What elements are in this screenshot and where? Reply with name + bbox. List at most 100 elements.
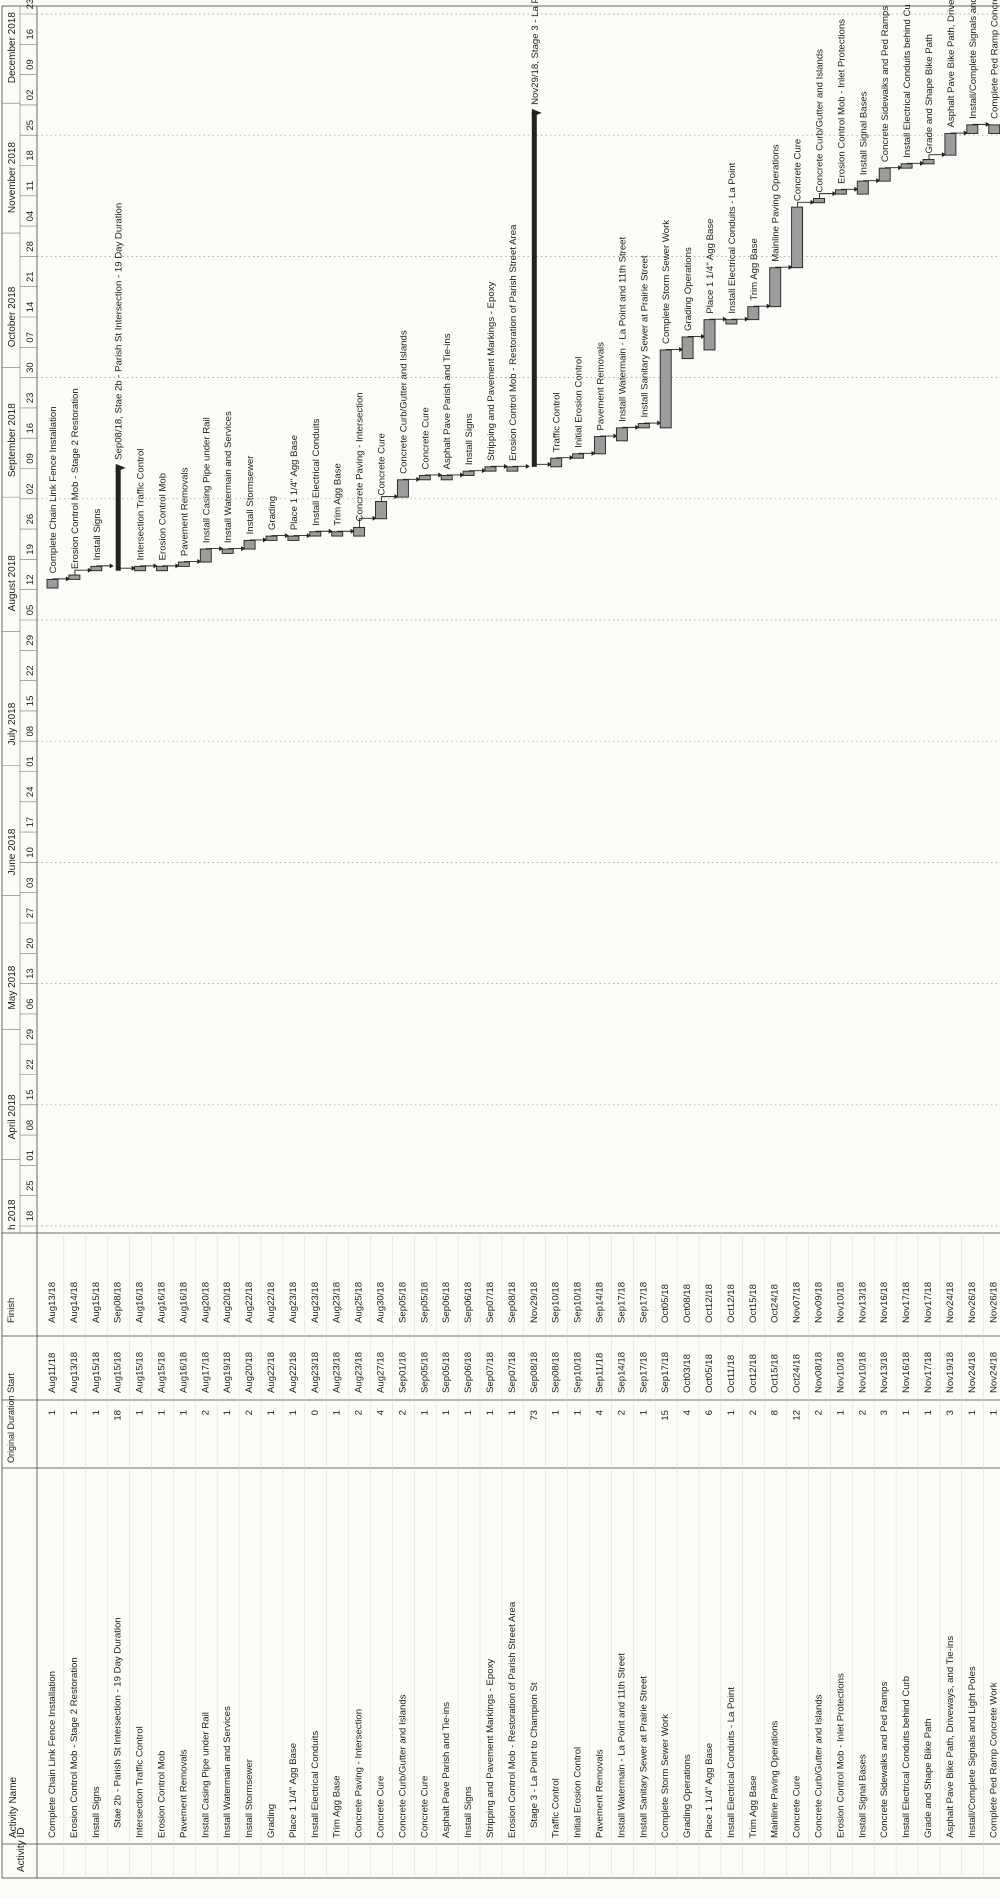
activity-start: Oct24/18 [792, 1354, 803, 1393]
activity-bar [747, 306, 760, 321]
bar-label: Traffic Control [552, 392, 563, 452]
dependency-link [709, 318, 726, 320]
activity-duration: 1 [485, 1410, 496, 1415]
activity-name: Erosion Control Mob [157, 1751, 168, 1838]
dependency-arrow [613, 433, 618, 439]
activity-duration: 18 [113, 1410, 124, 1421]
dependency-link [556, 457, 573, 459]
activity-duration: 2 [616, 1410, 627, 1415]
bar-label: Concrete Cure [377, 433, 388, 495]
bar-label: Asphalt Pave Parish and Tie-ins [442, 333, 453, 469]
activity-finish: Sep08/18 [113, 1282, 124, 1323]
activity-name: Install Electrical Conduits behind Curb [901, 1676, 912, 1838]
activity-duration: 2 [814, 1410, 825, 1415]
week-label: 15 [25, 1090, 36, 1101]
activity-finish: Aug22/18 [266, 1282, 277, 1323]
activity-start: Sep08/18 [551, 1352, 562, 1393]
dependency-arrow [394, 494, 399, 500]
dependency-link [687, 336, 704, 337]
bar-label: Install Signal Bases [858, 91, 869, 175]
activity-duration: 1 [135, 1410, 146, 1415]
activity-duration: 1 [69, 1410, 80, 1415]
activity-bar [703, 319, 716, 351]
dependency-link [775, 266, 792, 268]
week-label: 16 [25, 29, 36, 40]
activity-finish: Sep14/18 [595, 1282, 606, 1323]
activity-name: Erosion Control Mob - Restoration of Par… [507, 1601, 518, 1838]
activity-bar [659, 349, 672, 429]
activity-name: Install Signal Bases [857, 1754, 868, 1838]
activity-duration: 6 [704, 1410, 715, 1415]
week-label: 01 [25, 1150, 36, 1161]
activity-bar [878, 167, 891, 182]
dependency-link [402, 478, 420, 480]
activity-name: Install Signs [91, 1786, 102, 1838]
week-label: 16 [25, 423, 36, 434]
dependency-link [140, 565, 157, 567]
activity-name: Place 1 1/4" Agg Base [704, 1743, 715, 1838]
dependency-arrow [810, 199, 815, 205]
dependency-link [315, 530, 332, 532]
bar-label: Install Stormsewer [245, 455, 256, 535]
activity-finish: Oct24/18 [770, 1284, 781, 1323]
activity-name: Stage 3 - La Point to Champion St [529, 1682, 540, 1828]
activity-start: Aug23/18 [310, 1352, 321, 1393]
activity-name: Pavement Removals [178, 1749, 189, 1838]
activity-duration: 2 [200, 1410, 211, 1415]
week-label: 11 [25, 181, 36, 191]
activity-bar [550, 457, 563, 468]
dependency-link [972, 123, 989, 125]
header-start: Start [6, 1373, 17, 1393]
activity-duration: 1 [288, 1410, 299, 1415]
dependency-arrow [657, 420, 662, 426]
week-label: 07 [25, 332, 36, 343]
activity-start: Aug23/18 [332, 1352, 343, 1393]
activity-finish: Nov26/18 [967, 1282, 978, 1323]
dependency-arrow [306, 533, 311, 539]
activity-start: Nov16/18 [901, 1352, 912, 1393]
activity-start: Sep01/18 [397, 1352, 408, 1393]
activity-bar [134, 565, 147, 572]
dependency-link [490, 465, 507, 467]
dependency-link [183, 561, 201, 563]
dependency-link [468, 470, 485, 472]
activity-start: Nov24/18 [967, 1352, 978, 1393]
activity-duration: 1 [157, 1410, 168, 1415]
activity-start: Nov19/18 [945, 1352, 956, 1393]
bar-label: Trim Agg Base [749, 238, 760, 301]
bar-label: Complete Ped Ramp Concre [990, 0, 1000, 119]
activity-bar [484, 466, 497, 472]
activity-start: Aug15/18 [113, 1352, 124, 1393]
activity-name: Mainline Paving Operations [770, 1720, 781, 1838]
activity-finish: Sep10/18 [551, 1282, 562, 1323]
activity-bar [506, 466, 519, 472]
activity-bar [309, 531, 322, 537]
activity-duration: 1 [178, 1410, 189, 1415]
dependency-arrow [131, 565, 136, 571]
dependency-arrow [87, 567, 92, 573]
dependency-link [753, 305, 770, 307]
dependency-arrow [766, 303, 771, 309]
dependency-arrow [503, 463, 508, 469]
week-label: 02 [25, 90, 36, 101]
activity-name: Place 1 1/4" Agg Base [288, 1743, 299, 1838]
week-label: 26 [25, 514, 36, 525]
activity-finish: Sep06/18 [441, 1282, 452, 1323]
activity-bar [440, 475, 453, 481]
activity-finish: Nov17/18 [901, 1282, 912, 1323]
activity-start: Aug15/18 [157, 1352, 168, 1393]
dependency-link [249, 539, 266, 541]
activity-bar [966, 124, 979, 134]
dependency-link [731, 318, 748, 320]
week-label: 13 [25, 968, 36, 979]
activity-finish: Sep06/18 [463, 1282, 474, 1323]
activity-finish: Aug23/18 [332, 1282, 343, 1323]
activity-duration: 1 [332, 1410, 343, 1415]
bar-label: Install Signs [464, 413, 475, 465]
activity-name: Traffic Control [551, 1778, 562, 1838]
activity-duration: 12 [792, 1410, 803, 1421]
activity-bar [725, 319, 738, 325]
activity-start: Aug20/18 [244, 1352, 255, 1393]
activity-duration: 1 [441, 1410, 452, 1415]
